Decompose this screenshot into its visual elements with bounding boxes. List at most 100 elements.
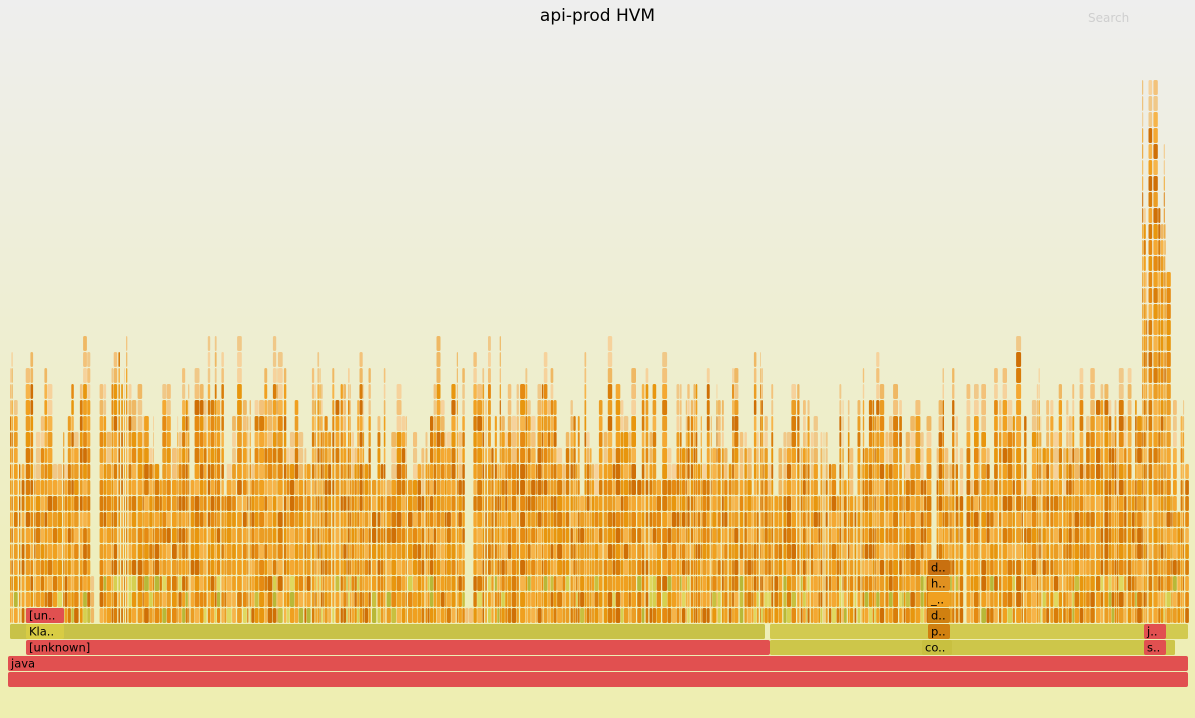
frame-d1-box[interactable]: [928, 608, 950, 623]
stack-frame: [162, 416, 167, 431]
frame-root[interactable]: [8, 672, 1188, 687]
stack-frame: [791, 480, 796, 495]
stack-frame: [177, 496, 179, 511]
stack-frame: [734, 576, 739, 591]
stack-frame: [473, 400, 477, 415]
search-button[interactable]: Search: [1088, 11, 1130, 25]
frame-unknown-main[interactable]: [unknown]: [26, 640, 770, 655]
stack-frame: [10, 496, 11, 511]
stack-frame: [427, 512, 430, 527]
stack-frame: [756, 448, 759, 463]
stack-frame: [1118, 592, 1124, 607]
stack-frame: [363, 400, 365, 415]
frame-root-box[interactable]: [8, 672, 1188, 687]
stack-frame: [249, 416, 251, 431]
frame-s[interactable]: s..: [1144, 640, 1166, 655]
stack-frame: [756, 480, 759, 495]
stack-frame: [417, 592, 421, 607]
stack-frame: [214, 336, 217, 351]
stack-frame: [872, 512, 875, 527]
frame-un[interactable]: [un..: [26, 608, 64, 623]
stack-frame: [264, 560, 268, 575]
stack-frame: [335, 432, 340, 447]
frame-j-box[interactable]: [1144, 624, 1166, 639]
stack-frame: [1096, 448, 1101, 463]
stack-frame: [550, 432, 554, 447]
frame-underscore[interactable]: _..: [928, 592, 950, 607]
stack-frame: [872, 608, 875, 623]
stack-frame: [159, 496, 162, 511]
stack-frame: [264, 544, 268, 559]
frame-co-box[interactable]: [922, 640, 952, 655]
stack-frame: [531, 432, 536, 447]
stack-frame: [612, 480, 616, 495]
frame-p-box[interactable]: [928, 624, 950, 639]
stack-frame: [210, 432, 215, 447]
frame-java-box[interactable]: [8, 656, 1188, 671]
frame-d2-box[interactable]: [928, 560, 950, 575]
stack-frame: [162, 384, 167, 399]
stack-frame: [249, 432, 251, 447]
stack-frame: [732, 448, 734, 463]
stack-frame: [598, 400, 603, 415]
stack-frame: [806, 576, 808, 591]
stack-frame: [641, 464, 645, 479]
stack-frame: [249, 544, 251, 559]
stack-frame: [153, 448, 154, 463]
stack-frame: [547, 544, 551, 559]
stack-frame: [936, 544, 939, 559]
stack-frame: [712, 496, 717, 511]
stack-frame: [831, 560, 837, 575]
stack-frame: [734, 384, 739, 399]
stack-frame: [847, 480, 850, 495]
stack-frame: [783, 528, 787, 543]
frame-h[interactable]: h..: [928, 576, 950, 591]
stack-frame: [1146, 336, 1148, 351]
frame-java[interactable]: java: [8, 656, 1188, 671]
stack-frame: [950, 512, 952, 527]
stack-frame: [955, 496, 958, 511]
frame-underscore-box[interactable]: [928, 592, 950, 607]
stack-frame: [1142, 80, 1144, 95]
stack-frame: [580, 528, 585, 543]
stack-frame: [501, 512, 505, 527]
stack-frame: [732, 384, 734, 399]
stack-frame: [501, 496, 505, 511]
frame-d2[interactable]: d..: [928, 560, 950, 575]
stack-frame: [413, 480, 418, 495]
frame-d1[interactable]: d..: [928, 608, 950, 623]
stack-frame: [712, 480, 717, 495]
frame-co[interactable]: co..: [922, 640, 952, 655]
stack-frame: [298, 608, 304, 623]
frame-un-box[interactable]: [26, 608, 64, 623]
stack-frame: [1146, 448, 1148, 463]
stack-frame: [511, 576, 517, 591]
stack-frame: [685, 592, 687, 607]
stack-frame: [433, 384, 436, 399]
stack-frame: [67, 464, 71, 479]
stack-frame: [323, 512, 325, 527]
stack-frame: [113, 368, 118, 383]
stack-frame: [1111, 544, 1115, 559]
stack-frame: [473, 384, 477, 399]
stack-frame: [942, 464, 944, 479]
stack-frame: [761, 544, 763, 559]
frame-unknown-main-box[interactable]: [26, 640, 770, 655]
stack-frame: [283, 368, 287, 383]
stack-frame: [955, 576, 958, 591]
frame-j[interactable]: j..: [1144, 624, 1166, 639]
stack-frame: [948, 464, 950, 479]
stack-frame: [950, 544, 952, 559]
frame-s-box[interactable]: [1144, 640, 1166, 655]
stack-frame: [527, 528, 531, 543]
stack-frame: [1148, 576, 1153, 591]
stack-frame: [178, 432, 182, 447]
frame-kla-box[interactable]: [26, 624, 64, 639]
stack-frame: [760, 528, 761, 543]
frame-p[interactable]: p..: [928, 624, 950, 639]
frame-h-box[interactable]: [928, 576, 950, 591]
stack-frame: [944, 464, 949, 479]
stack-frame: [283, 384, 287, 399]
stack-frame: [1053, 544, 1059, 559]
frame-kla[interactable]: Kla..: [26, 624, 64, 639]
